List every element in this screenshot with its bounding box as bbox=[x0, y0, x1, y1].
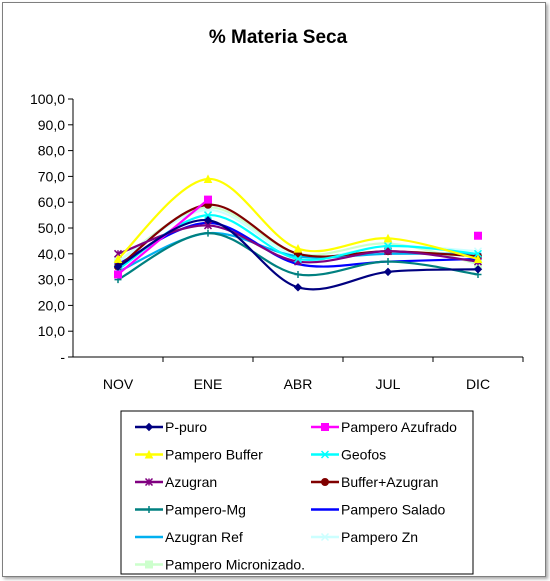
legend-item: Pampero-Mg bbox=[135, 502, 246, 518]
legend-label: Pampero Azufrado bbox=[341, 419, 457, 435]
legend-item: Pampero Buffer bbox=[135, 447, 263, 463]
legend-marker bbox=[144, 477, 154, 487]
legend-item: Pampero Zn bbox=[311, 529, 418, 545]
legend-label: P-puro bbox=[165, 419, 207, 435]
legend-item: Pampero Azufrado bbox=[311, 419, 457, 435]
legend-label: Pampero Salado bbox=[341, 502, 446, 518]
data-point bbox=[473, 249, 483, 258]
series-p-puro bbox=[113, 216, 483, 292]
x-tick-label: DIC bbox=[466, 376, 490, 392]
y-tick-label: 90,0 bbox=[38, 117, 65, 133]
data-point bbox=[383, 267, 393, 277]
legend-item: Buffer+Azugran bbox=[311, 474, 438, 490]
legend-label: Azugran Ref bbox=[165, 529, 243, 545]
legend-marker bbox=[145, 560, 153, 569]
legend-item: Pampero Salado bbox=[311, 502, 446, 518]
data-point bbox=[384, 258, 392, 266]
series-lines bbox=[113, 174, 483, 292]
legend-marker bbox=[320, 532, 330, 542]
axes: - 10,0 20,0 30,0 40,0 50,0 60,0 70,0 80,0 90,0 100… bbox=[30, 91, 524, 392]
data-point bbox=[113, 262, 123, 271]
data-point bbox=[114, 270, 122, 279]
y-tick-label: - bbox=[60, 349, 65, 365]
legend-label: Buffer+Azugran bbox=[341, 474, 438, 490]
series-line bbox=[117, 219, 479, 291]
x-tick-label: ABR bbox=[284, 376, 313, 392]
data-point bbox=[473, 265, 483, 274]
legend-label: Pampero Buffer bbox=[165, 447, 263, 463]
chart-area: % Materia Seca - 10,0 20,0 30,0 40,0 50,0 60,0… bbox=[2, 2, 546, 577]
x-tick-label: ENE bbox=[194, 376, 223, 392]
legend-marker bbox=[321, 478, 329, 486]
data-point bbox=[203, 216, 213, 225]
data-point bbox=[383, 242, 393, 251]
data-point bbox=[293, 283, 303, 292]
y-tick-label: 80,0 bbox=[38, 143, 65, 159]
y-tick-label: 60,0 bbox=[38, 194, 65, 210]
legend-item: Azugran bbox=[135, 474, 217, 490]
legend-label: Pampero Micronizado. bbox=[165, 557, 305, 573]
data-point bbox=[474, 231, 482, 240]
series-line bbox=[117, 177, 479, 261]
x-tick-label: NOV bbox=[103, 376, 134, 392]
data-point bbox=[203, 211, 213, 220]
legend-label: Pampero-Mg bbox=[165, 502, 246, 518]
data-point bbox=[113, 254, 123, 263]
series-pampero-buffer bbox=[113, 174, 483, 263]
y-tick-label: 20,0 bbox=[38, 297, 65, 313]
legend-marker bbox=[321, 423, 329, 431]
legend-item: P-puro bbox=[135, 419, 207, 435]
data-point bbox=[293, 244, 303, 253]
legend-marker bbox=[320, 450, 330, 459]
data-point bbox=[204, 229, 212, 237]
y-tick-label: 70,0 bbox=[38, 168, 65, 184]
legend-item: Pampero Micronizado. bbox=[135, 557, 305, 573]
data-point bbox=[294, 270, 302, 278]
legend-label: Geofos bbox=[341, 447, 386, 463]
data-point bbox=[383, 233, 393, 243]
y-tick-label: 40,0 bbox=[38, 246, 65, 262]
line-chart: % Materia Seca - 10,0 20,0 30,0 40,0 50,0 60,0… bbox=[30, 27, 524, 575]
legend-label: Pampero Zn bbox=[341, 529, 418, 545]
y-tick-label: 30,0 bbox=[38, 272, 65, 288]
data-point bbox=[473, 254, 483, 263]
y-tick-label: 100,0 bbox=[30, 91, 65, 107]
data-point bbox=[204, 195, 212, 204]
legend: P-puro Pampero Azufrado Pampero Buffer Geof… bbox=[120, 410, 474, 575]
y-tick-label: 50,0 bbox=[38, 220, 65, 236]
legend-box bbox=[120, 410, 474, 575]
legend-marker bbox=[144, 422, 154, 432]
data-point bbox=[293, 254, 303, 263]
y-tick-label: 10,0 bbox=[38, 323, 65, 339]
legend-marker bbox=[144, 449, 154, 459]
legend-label: Azugran bbox=[165, 474, 217, 490]
legend-item: Azugran Ref bbox=[135, 529, 243, 545]
x-tick-label: JUL bbox=[376, 376, 401, 392]
legend-marker bbox=[145, 506, 153, 513]
chart-title: % Materia Seca bbox=[209, 27, 348, 48]
legend-item: Geofos bbox=[311, 447, 386, 463]
data-point bbox=[203, 174, 213, 183]
